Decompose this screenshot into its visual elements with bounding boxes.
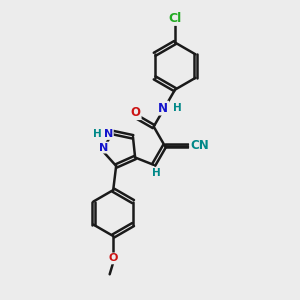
Text: N: N xyxy=(99,142,108,153)
Text: H: H xyxy=(173,103,182,113)
Text: O: O xyxy=(109,254,118,263)
Text: N: N xyxy=(103,129,113,139)
Text: H: H xyxy=(152,168,161,178)
Text: O: O xyxy=(130,106,141,119)
Text: H: H xyxy=(93,129,102,139)
Text: Cl: Cl xyxy=(168,12,182,25)
Text: N: N xyxy=(158,102,168,115)
Text: CN: CN xyxy=(190,139,209,152)
